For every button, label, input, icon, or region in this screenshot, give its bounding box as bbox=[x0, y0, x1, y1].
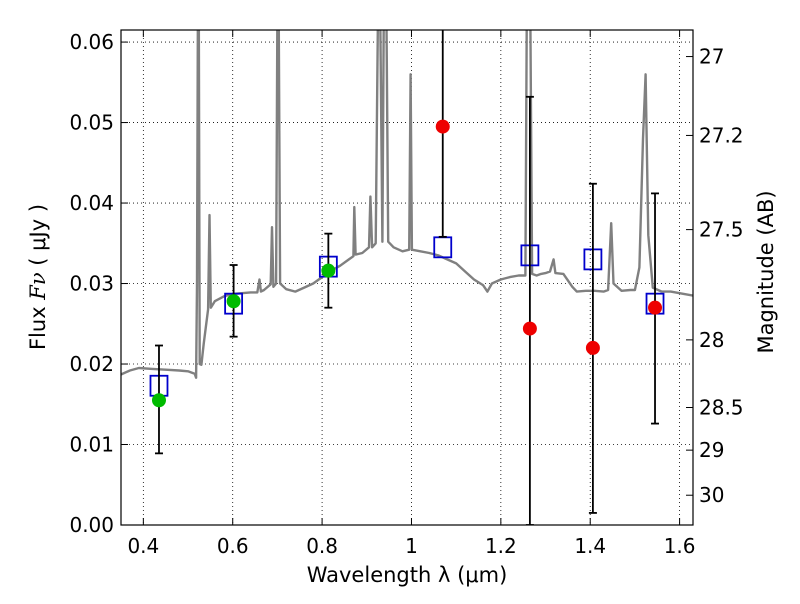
red-point-marker bbox=[648, 300, 663, 315]
y-tick-label: 0.02 bbox=[69, 352, 114, 376]
y2-tick-label: 28.5 bbox=[699, 395, 744, 419]
y2-tick-label: 29 bbox=[699, 438, 724, 462]
y2-tick-label: 27.2 bbox=[699, 123, 744, 147]
y-tick-label: 0.06 bbox=[69, 30, 114, 54]
x-tick-label: 0.6 bbox=[217, 534, 249, 558]
y-tick-label: 0.03 bbox=[69, 272, 114, 296]
red-point-marker bbox=[435, 119, 450, 134]
axis-ticks: 0.4 0.6 0.8 1 1.2 1.4 1.6 0.00 0.01 0.02 0.03 0.04 0… bbox=[69, 30, 744, 558]
x-tick-label: 1.2 bbox=[485, 534, 517, 558]
y-tick-label: 0.01 bbox=[69, 433, 114, 457]
grid-lines bbox=[121, 30, 693, 526]
x-axis-label: Wavelength λ (μm) bbox=[307, 563, 508, 587]
y2-tick-label: 30 bbox=[699, 483, 724, 507]
y-tick-label: 0.04 bbox=[69, 191, 114, 215]
y2-tick-label: 27 bbox=[699, 45, 724, 69]
y-tick-label: 0.00 bbox=[69, 513, 114, 537]
y2-axis-label: Magnitude (AB) bbox=[754, 190, 778, 353]
red-point-marker bbox=[522, 321, 537, 336]
detected-point-marker bbox=[226, 294, 241, 309]
y-axis-label: Flux Fν ( μJy ) bbox=[26, 204, 50, 350]
red-point-marker bbox=[585, 340, 600, 355]
y2-tick-label: 28 bbox=[699, 328, 724, 352]
spectrum-line bbox=[121, 30, 693, 379]
detected-point-marker bbox=[321, 263, 336, 278]
plot-frame bbox=[120, 29, 694, 526]
y-tick-label: 0.05 bbox=[69, 111, 114, 135]
plot-area bbox=[121, 30, 693, 525]
x-tick-label: 1.6 bbox=[664, 534, 696, 558]
x-tick-label: 1 bbox=[405, 534, 418, 558]
x-tick-label: 0.8 bbox=[306, 534, 338, 558]
detected-point-marker bbox=[151, 393, 166, 408]
x-tick-label: 1.4 bbox=[574, 534, 606, 558]
x-tick-label: 0.4 bbox=[127, 534, 159, 558]
y2-tick-label: 27.5 bbox=[699, 218, 744, 242]
